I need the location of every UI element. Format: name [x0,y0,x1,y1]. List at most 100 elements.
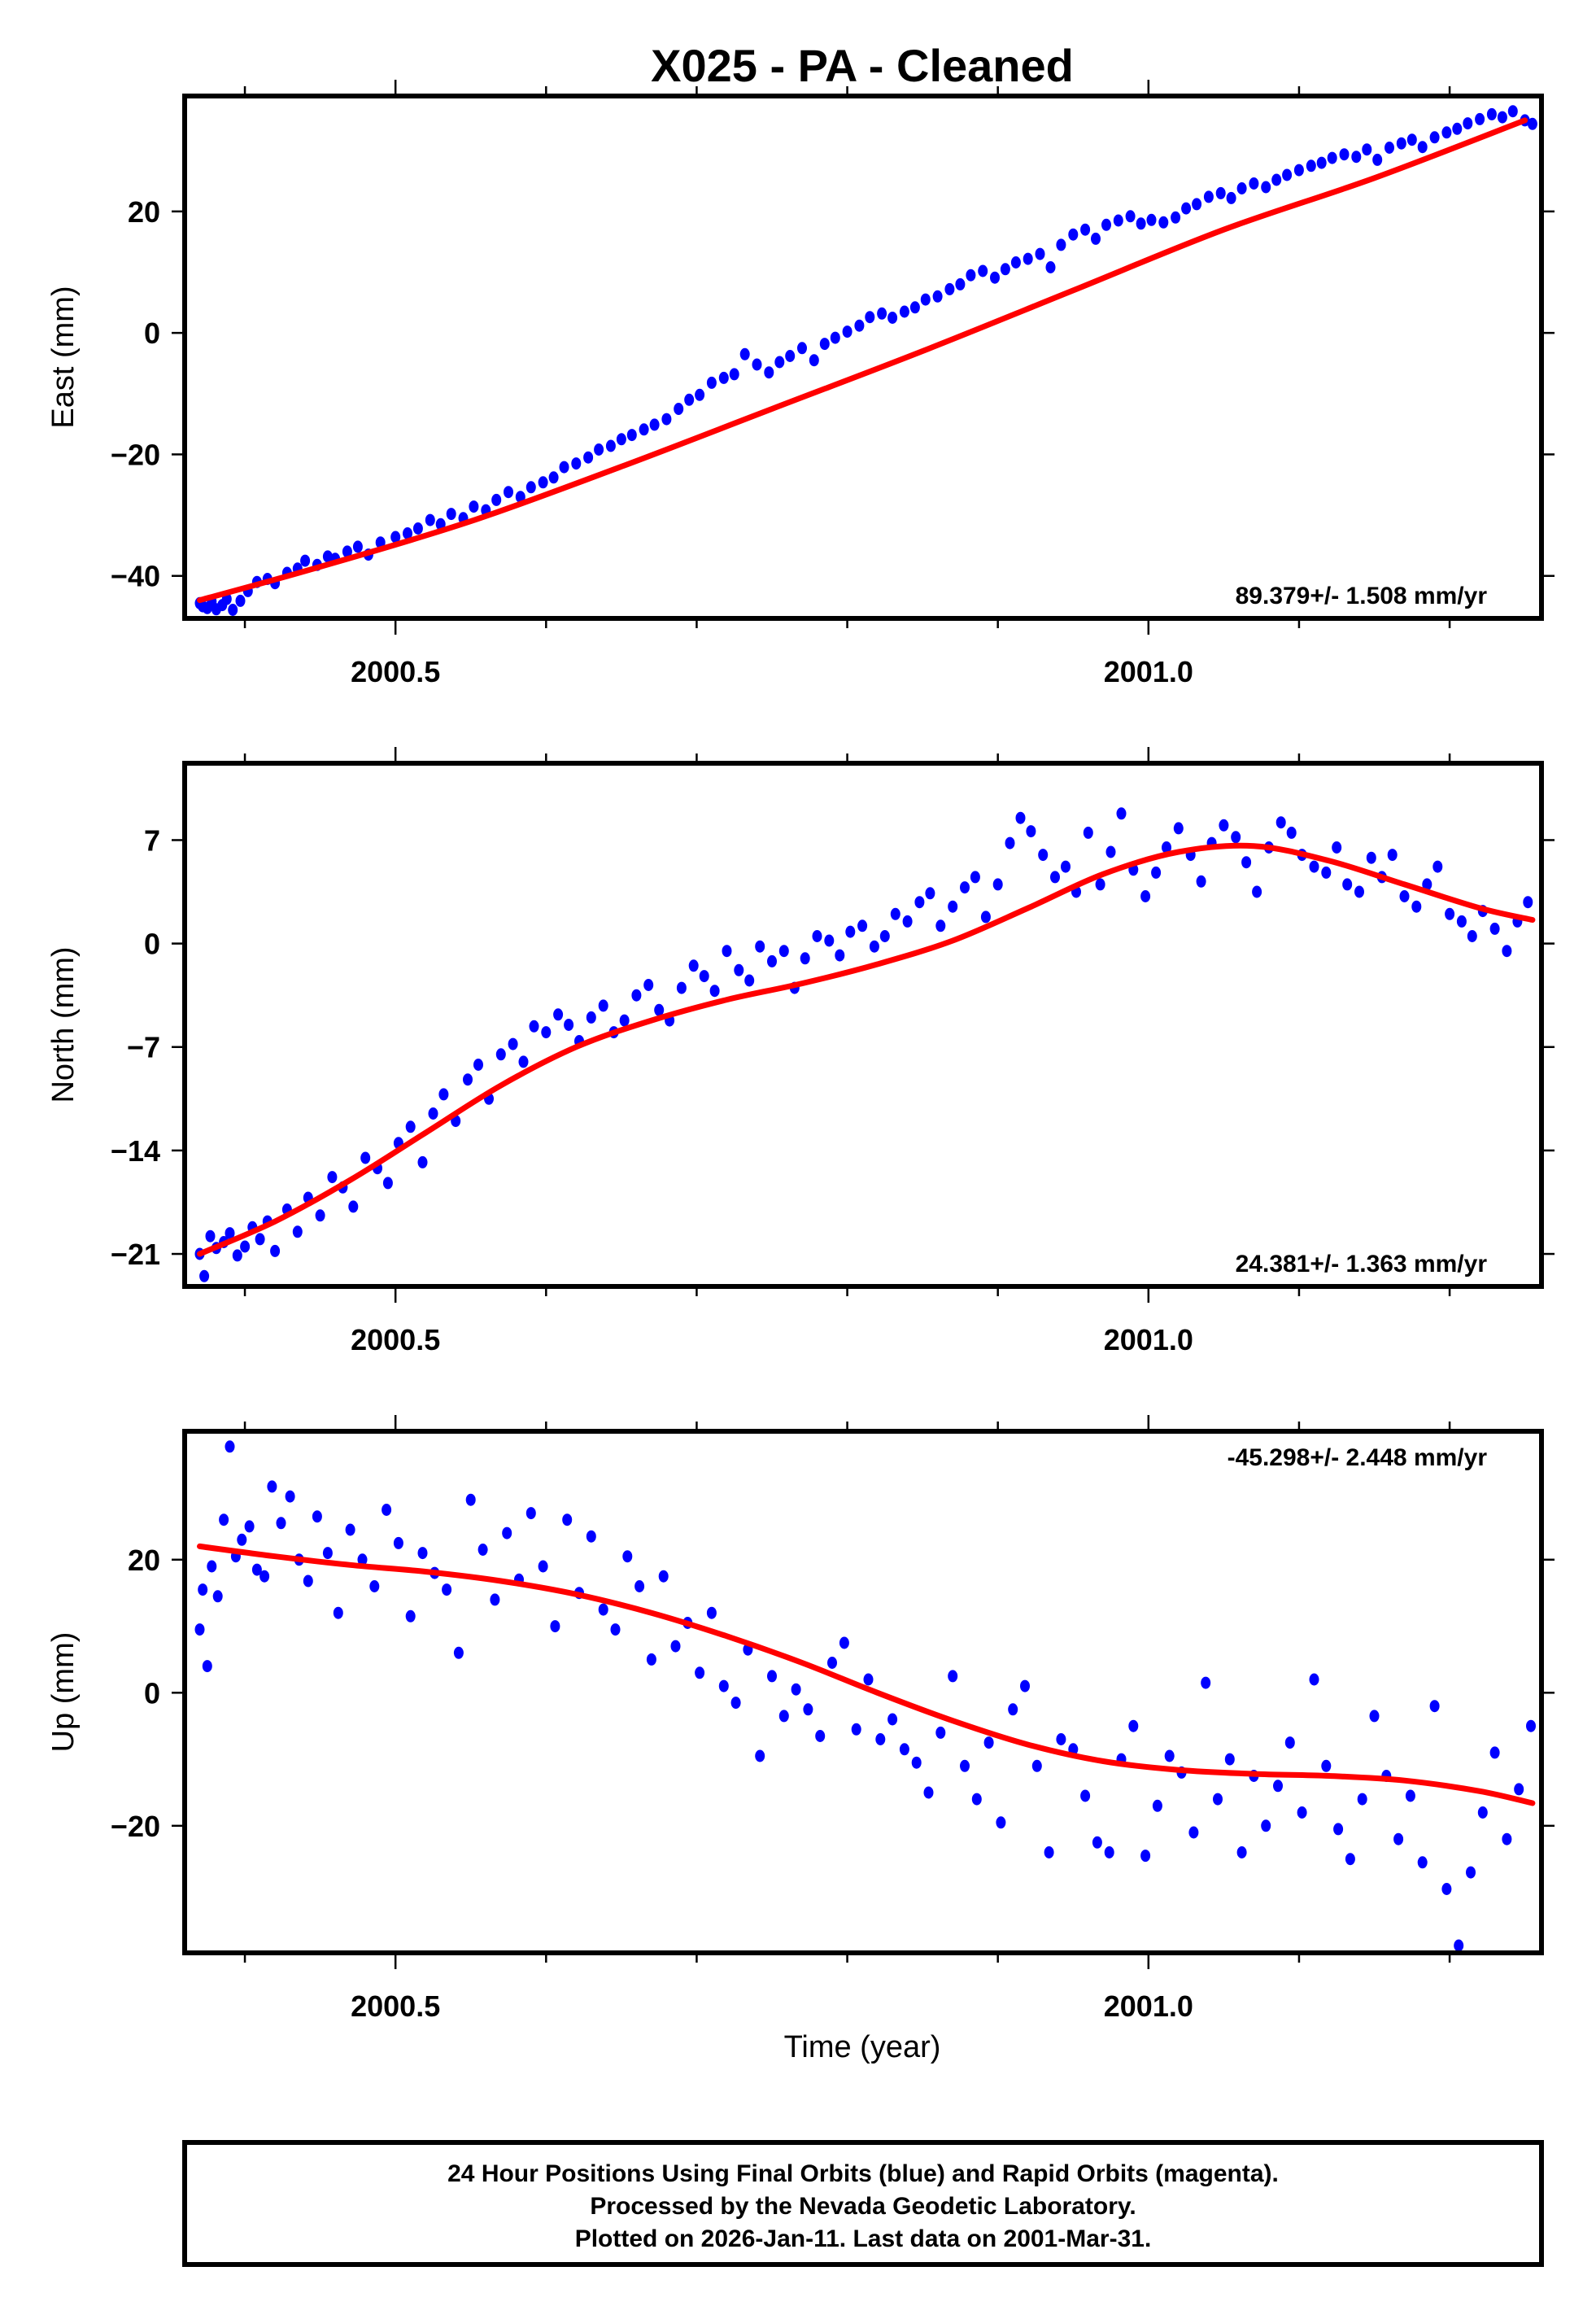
east-data-point [491,493,502,506]
north-data-point [643,979,654,991]
east-data-point [1181,202,1192,215]
north-frame [182,761,1544,1289]
north-data-point [755,940,765,953]
east-data-point [1261,181,1271,194]
north-data-point [564,1019,574,1031]
up-data-point [202,1660,212,1673]
up-data-point [357,1553,368,1566]
east-data-point [342,545,352,558]
up-data-point [417,1547,428,1560]
north-data-point [1332,841,1342,854]
east-data-point [322,550,333,563]
east-data-point [559,461,569,474]
up-data-point [610,1623,621,1636]
up-data-point [887,1713,898,1726]
north-data-point [495,1048,506,1061]
up-data-point [393,1536,403,1549]
east-xtick-label: 2001.0 [1104,655,1193,688]
east-data-point [1497,111,1507,124]
east-data-point [1417,141,1428,154]
up-data-point [1502,1832,1512,1845]
north-data-point [225,1227,235,1240]
east-data-point [1101,218,1111,231]
east-data-point [955,277,966,290]
up-data-point [251,1563,262,1576]
north-data-point [1366,851,1376,864]
north-data-point [586,1011,596,1024]
up-data-point [1044,1846,1054,1858]
up-data-point [312,1510,322,1523]
up-data-point [923,1786,934,1799]
up-data-point [382,1504,392,1516]
north-data-point [1489,922,1500,935]
east-data-point [571,457,582,470]
north-data-point [619,1014,630,1027]
north-data-point [960,881,970,894]
north-data-point [845,925,856,938]
north-data-point [232,1249,242,1262]
east-data-point [966,269,976,282]
east-data-point [1385,142,1394,154]
up-data-point [863,1673,874,1686]
east-data-point [1486,107,1497,120]
east-data-point [300,554,311,567]
north-data-point [890,907,900,920]
east-data-point [228,604,238,616]
up-ytick-label: −20 [111,1810,160,1843]
north-data-point [800,952,810,965]
north-data-point [360,1151,371,1164]
north-data-point [688,959,699,972]
east-data-point [639,423,649,436]
chart-title: X025 - PA - Cleaned [651,40,1074,91]
north-data-point [1309,860,1319,873]
up-data-point [899,1743,909,1756]
up-ytick-label: 0 [144,1676,160,1710]
up-data-point [827,1657,837,1669]
north-data-point [1411,900,1422,913]
up-data-point [442,1583,452,1596]
up-data-point [634,1580,645,1592]
east-data-point [1045,261,1056,273]
up-data-point [706,1606,717,1619]
north-xtick-label: 2001.0 [1104,1323,1193,1356]
east-data-point [877,307,887,320]
north-data-point [1321,866,1332,879]
north-data-point [1399,890,1410,902]
north-data-point [812,930,822,942]
up-data-point [267,1480,277,1493]
north-rate-label: 24.381+/- 1.363 mm/yr [1236,1251,1488,1277]
east-data-point [1215,186,1226,199]
north-data-point [1083,826,1093,839]
north-data-point [417,1155,428,1168]
north-data-point [1015,811,1026,824]
up-data-point [369,1580,380,1592]
east-data-point [774,356,785,369]
north-data-point [1005,836,1015,849]
east-data-point [605,439,616,452]
east-data-point [1236,182,1247,194]
north-ytick-label: −21 [111,1238,160,1271]
north-data-point [428,1107,438,1120]
east-data-point [1158,216,1169,229]
north-data-point [767,954,777,967]
north-data-point [1038,849,1049,862]
east-data-point [887,312,898,324]
up-data-point [1297,1806,1307,1819]
north-fit-line [197,842,1536,1257]
north-data-point [1445,907,1455,920]
north-data-point [1173,822,1184,835]
north-data-point [1151,866,1162,879]
north-data-point [1342,878,1353,891]
north-data-point [240,1240,251,1253]
east-data-point [752,358,762,371]
east-data-point [583,451,594,464]
up-xtick-label: 2001.0 [1104,1989,1193,2023]
north-data-point [1196,875,1206,888]
up-data-point [276,1517,286,1530]
up-data-point [718,1679,729,1692]
east-data-point [990,271,1000,284]
up-panel: −20 0 20 2000.5 2001.0 Up (mm) -45.298+/- 2.44… [46,1415,1555,2023]
east-data-point [1226,191,1236,204]
east-y-axis-label: East (mm) [46,286,81,428]
up-data-point [1224,1753,1235,1766]
